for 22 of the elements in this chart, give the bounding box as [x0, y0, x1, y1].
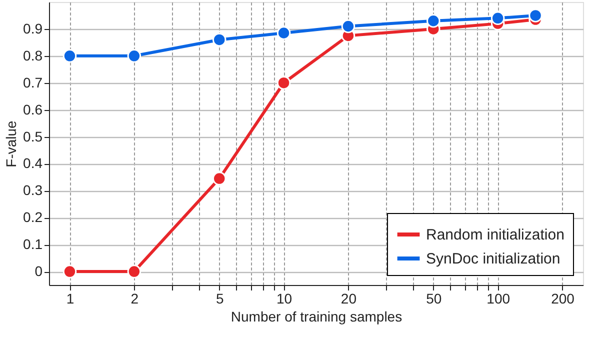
y-tick-label: 0.3 [23, 182, 43, 198]
y-tick-label: 0.6 [23, 101, 43, 118]
x-tick-label: 20 [340, 290, 357, 306]
legend-label: SynDoc initialization [426, 250, 560, 268]
legend-label: Random initialization [426, 226, 564, 244]
y-tick-label: 0.9 [23, 20, 43, 36]
x-tick-label: 100 [486, 290, 510, 306]
x-tick-label: 2 [130, 290, 139, 306]
x-tick-label: 1 [66, 290, 74, 306]
x-axis-title: Number of training samples [230, 308, 402, 324]
y-tick-label: 0.2 [23, 209, 43, 226]
x-tick-label: 5 [216, 290, 224, 306]
y-tick-label: 0.4 [23, 155, 43, 172]
y-tick-label: 0 [34, 263, 43, 280]
y-tick-label: 0.1 [23, 236, 43, 252]
x-tick-label: 200 [551, 290, 575, 306]
y-tick-label: 0.5 [23, 128, 43, 144]
x-tick-label: 50 [426, 290, 442, 306]
y-tick-label: 0.8 [23, 47, 43, 64]
y-tick-label: 0.7 [23, 74, 43, 90]
y-axis-title: F-value [3, 120, 20, 168]
x-tick-label: 10 [276, 290, 292, 306]
